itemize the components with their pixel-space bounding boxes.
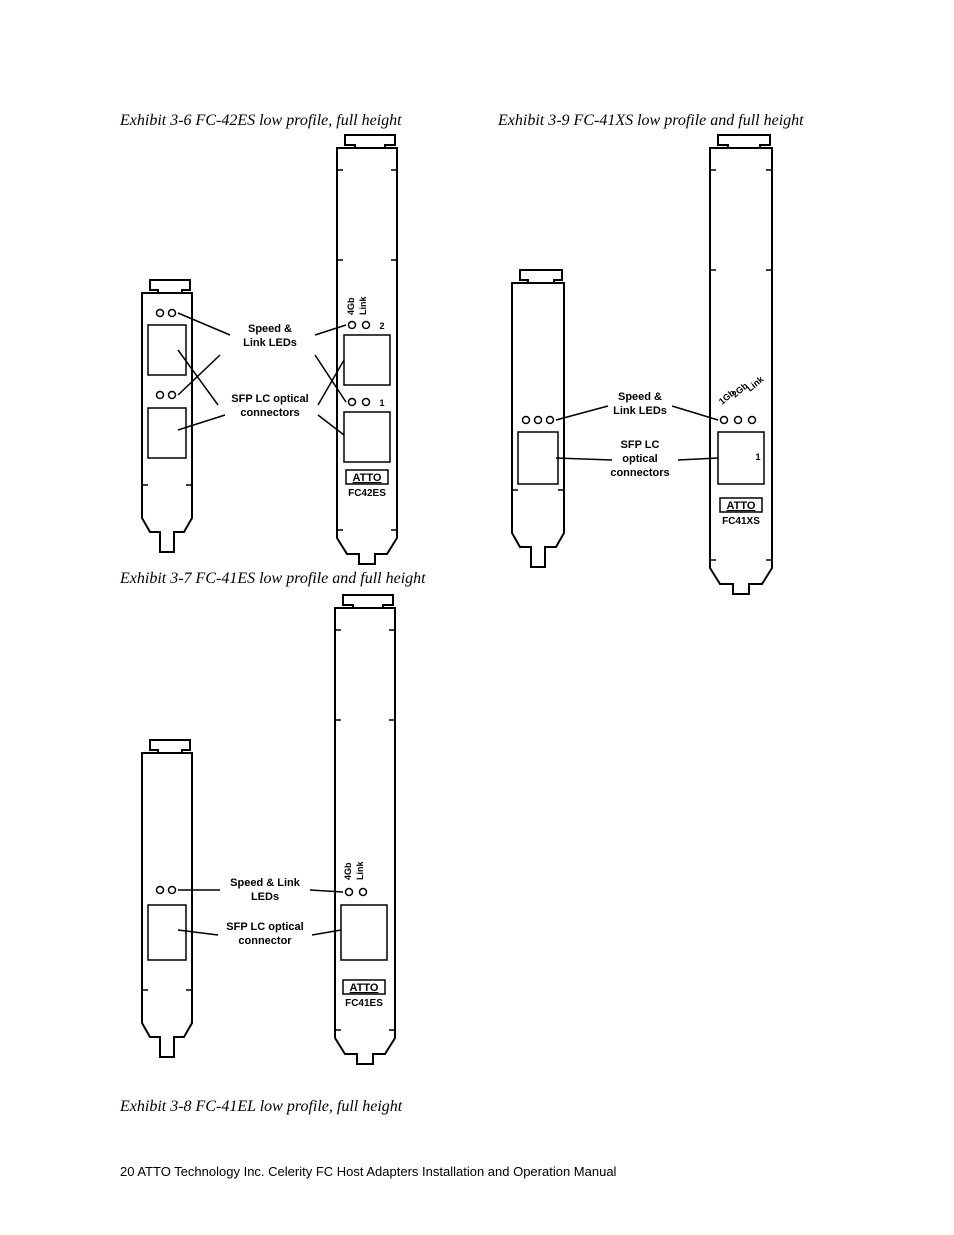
svg-text:FC42ES: FC42ES bbox=[348, 488, 386, 499]
svg-text:Link LEDs: Link LEDs bbox=[243, 337, 297, 349]
svg-text:Speed &: Speed & bbox=[618, 391, 662, 403]
figure-fc41es: 4Gb Link ATTO FC41ES Speed & Link LEDs S… bbox=[130, 590, 420, 1095]
svg-text:2: 2 bbox=[379, 321, 384, 331]
svg-text:4Gb: 4Gb bbox=[343, 862, 353, 880]
svg-text:Link LEDs: Link LEDs bbox=[613, 405, 667, 417]
figure-fc42es: 4Gb Link 2 1 ATTO FC42ES Speed & Link LE… bbox=[130, 130, 420, 575]
caption-3-8: Exhibit 3-8 FC-41EL low profile, full he… bbox=[120, 1098, 402, 1116]
svg-text:connectors: connectors bbox=[240, 407, 299, 419]
svg-text:connector: connector bbox=[238, 935, 292, 947]
footer-text: 20 ATTO Technology Inc. Celerity FC Host… bbox=[120, 1164, 616, 1179]
svg-text:4Gb: 4Gb bbox=[346, 297, 356, 315]
svg-text:FC41XS: FC41XS bbox=[722, 516, 760, 527]
svg-text:ATTO: ATTO bbox=[353, 472, 382, 484]
svg-text:LEDs: LEDs bbox=[251, 891, 279, 903]
svg-text:1: 1 bbox=[755, 452, 760, 462]
svg-text:Link: Link bbox=[358, 296, 368, 315]
svg-text:Speed & Link: Speed & Link bbox=[230, 877, 301, 889]
svg-text:1: 1 bbox=[379, 398, 384, 408]
svg-text:Link: Link bbox=[745, 373, 766, 393]
page: Exhibit 3-6 FC-42ES low profile, full he… bbox=[0, 0, 954, 1235]
svg-text:FC41ES: FC41ES bbox=[345, 998, 383, 1009]
svg-text:SFP LC optical: SFP LC optical bbox=[226, 921, 303, 933]
svg-text:Speed &: Speed & bbox=[248, 323, 292, 335]
svg-text:SFP LC optical: SFP LC optical bbox=[231, 393, 308, 405]
caption-3-6: Exhibit 3-6 FC-42ES low profile, full he… bbox=[120, 112, 402, 130]
svg-text:ATTO: ATTO bbox=[727, 500, 756, 512]
figure-fc41xs: 1Gb 2Gb Link 1 ATTO FC41XS Speed & Link … bbox=[500, 130, 800, 615]
svg-text:ATTO: ATTO bbox=[350, 982, 379, 994]
svg-text:connectors: connectors bbox=[610, 467, 669, 479]
svg-text:optical: optical bbox=[622, 453, 657, 465]
svg-text:SFP LC: SFP LC bbox=[621, 439, 660, 451]
svg-text:Link: Link bbox=[355, 861, 365, 880]
caption-3-9: Exhibit 3-9 FC-41XS low profile and full… bbox=[498, 112, 804, 130]
